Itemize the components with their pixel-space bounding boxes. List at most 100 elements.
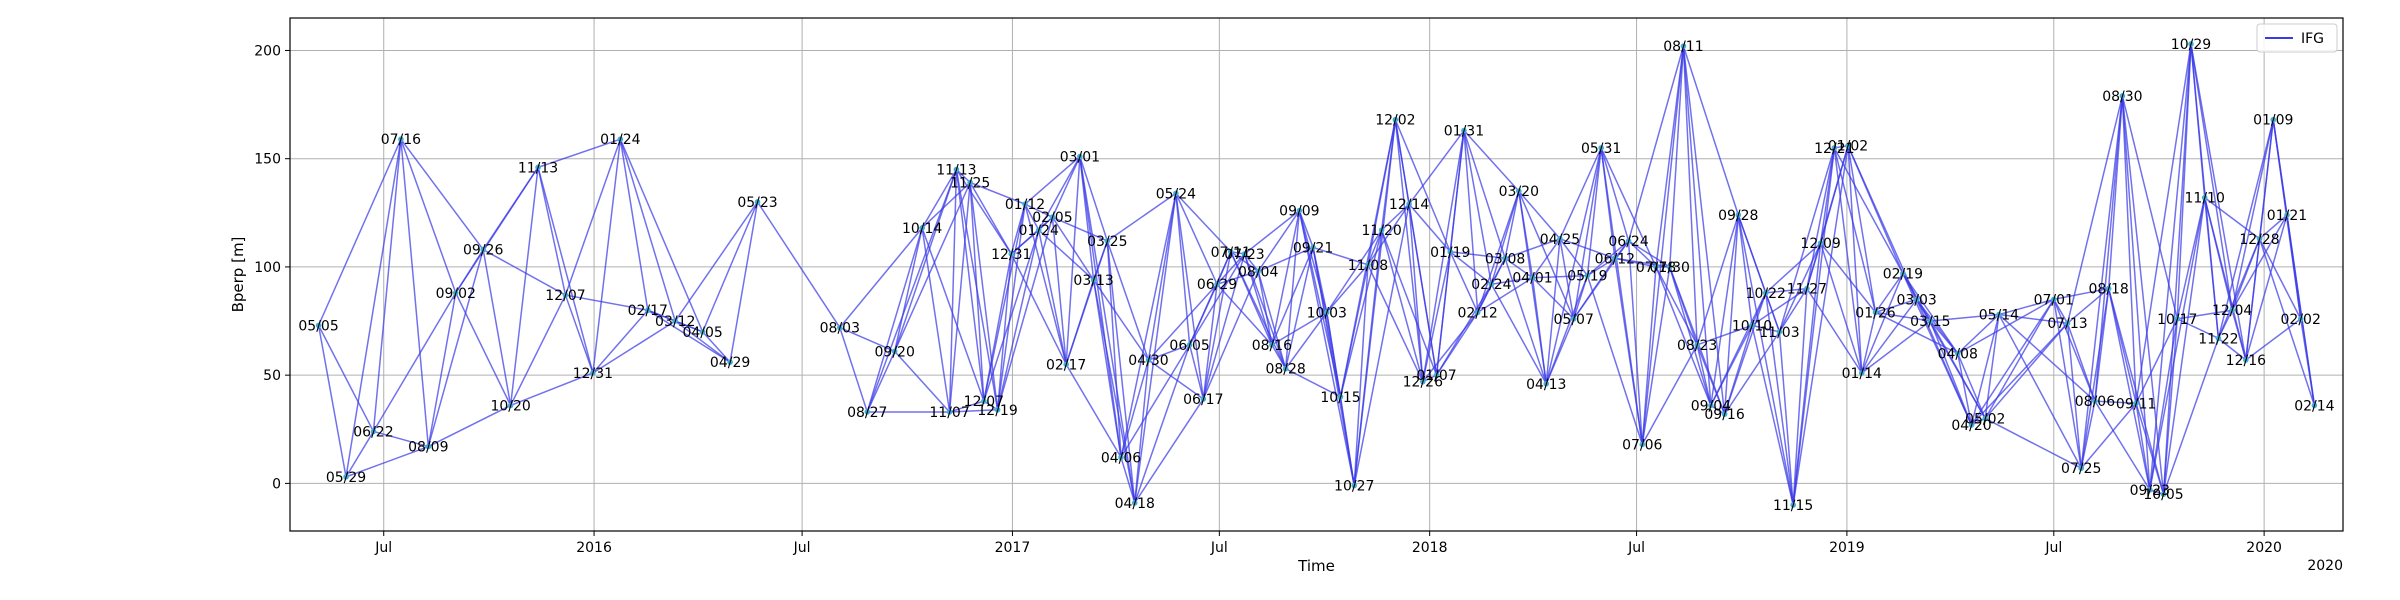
- ifg-edge: [1998, 313, 2096, 402]
- ifg-edge: [1682, 46, 1712, 406]
- acquisition-date-label: 09/21: [1293, 240, 1333, 256]
- acquisition-date-label: 10/10: [1732, 318, 1772, 334]
- acquisition-point: [1639, 441, 1646, 448]
- acquisition-point: [2311, 402, 2318, 409]
- ifg-edge: [2176, 318, 2219, 340]
- ifg-edge: [2204, 197, 2261, 240]
- ifg-edge: [2107, 95, 2124, 289]
- ifg-edge: [2176, 197, 2206, 320]
- ifg-edge: [1408, 130, 1465, 205]
- acquisition-date-label: 01/26: [1855, 305, 1895, 321]
- ifg-edge: [1902, 272, 1959, 354]
- ifg-edge: [1120, 457, 1136, 504]
- ifg-edge: [1422, 130, 1465, 382]
- acquisition-date-label: 01/09: [2253, 113, 2293, 129]
- ifg-edge: [921, 169, 958, 229]
- acquisition-date-label: 03/20: [1499, 184, 1539, 200]
- acquisition-date-label: 05/02: [1965, 411, 2005, 427]
- ifg-edge: [345, 445, 429, 478]
- ifg-edge: [1175, 193, 1205, 400]
- ifg-edge: [1668, 266, 1712, 406]
- acquisition-point: [1543, 381, 1550, 387]
- ifg-edge: [1010, 253, 1067, 365]
- acquisition-point: [2092, 398, 2098, 404]
- ifg-edge: [1751, 287, 1808, 326]
- acquisition-date-label: 07/23: [1224, 247, 1264, 263]
- acquisition-point: [1625, 238, 1632, 244]
- acquisition-point: [1584, 272, 1591, 279]
- acquisition-date-label: 12/31: [991, 247, 1031, 263]
- acquisition-point: [1996, 311, 2002, 318]
- acquisition-point: [1598, 145, 1604, 151]
- ifg-edge: [1641, 266, 1671, 445]
- acquisition-point: [1872, 309, 1879, 316]
- acquisition-point: [1118, 454, 1124, 461]
- ifg-edge: [1696, 344, 1726, 415]
- ifg-edge: [647, 309, 731, 363]
- acquisition-date-label: 01/21: [2267, 208, 2307, 224]
- acquisition-point: [1845, 142, 1851, 149]
- ifg-edge: [565, 294, 648, 311]
- ifg-edge: [839, 227, 923, 329]
- acquisition-date-label: 11/25: [950, 176, 990, 192]
- acquisition-point: [452, 290, 459, 296]
- ifg-edge: [1861, 273, 1904, 374]
- acquisition-date-label: 08/11: [1663, 39, 1703, 55]
- ifg-edge: [1545, 238, 1561, 384]
- ifg-edge: [2162, 43, 2192, 495]
- ifg-edge: [1175, 192, 1232, 253]
- ifg-edge: [1216, 283, 1273, 346]
- ifg-edge: [1285, 367, 1341, 398]
- acquisition-date-label: 06/05: [1169, 338, 1209, 354]
- ifg-edge: [1504, 257, 1533, 279]
- acquisition-point: [2105, 285, 2112, 292]
- acquisition-date-label: 06/22: [353, 424, 393, 440]
- ifg-edge: [1572, 147, 1602, 319]
- ifg-edge: [2080, 95, 2124, 469]
- acquisition-date-label: 04/30: [1128, 353, 1168, 369]
- ifg-edge: [1408, 204, 1438, 376]
- acquisition-date-label: 07/01: [2034, 292, 2074, 308]
- acquisition-date-label: 04/18: [1115, 496, 1155, 512]
- acquisition-date-label: 09/04: [1691, 398, 1731, 414]
- acquisition-point: [1502, 255, 1508, 262]
- ifg-edge: [1490, 283, 1547, 385]
- ifg-edge: [1600, 147, 1630, 242]
- ifg-edge: [2121, 95, 2178, 320]
- ifg-edge: [1271, 344, 1287, 370]
- ifg-edge: [427, 404, 511, 448]
- ifg-edge: [1367, 203, 1410, 266]
- acquisition-date-label: 02/14: [2294, 398, 2334, 414]
- ifg-edge: [372, 292, 457, 432]
- acquisition-point: [1570, 316, 1577, 322]
- ifg-edge: [2094, 400, 2151, 491]
- ifg-edge: [1394, 119, 1424, 382]
- ifg-edge: [2121, 95, 2151, 490]
- acquisition-date-label: 10/27: [1334, 479, 1374, 495]
- ifg-edge: [1751, 325, 1794, 506]
- ifg-edge: [1065, 156, 1081, 365]
- acquisition-point: [953, 166, 960, 173]
- x-tick-label: 2016: [576, 540, 612, 556]
- ifg-edge: [1957, 353, 1986, 419]
- ifg-edge: [1147, 193, 1177, 361]
- ifg-edge: [2121, 95, 2165, 495]
- acquisition-date-label: 01/12: [1005, 197, 1045, 213]
- acquisition-date-label: 11/13: [936, 163, 976, 179]
- acquisition-point: [981, 398, 987, 404]
- ifg-edge: [1627, 45, 1685, 242]
- ifg-edge: [1792, 145, 1849, 506]
- ifg-edge: [509, 294, 567, 406]
- acquisition-date-label: 02/19: [1883, 266, 1923, 282]
- acquisition-date-label: 04/08: [1938, 347, 1978, 363]
- acquisition-date-label: 07/06: [1622, 437, 1662, 453]
- acquisition-date-label: 01/07: [1416, 368, 1456, 384]
- acquisition-date-label: 09/11: [2116, 396, 2156, 412]
- acquisition-point: [1406, 201, 1412, 207]
- ifg-edge: [1682, 46, 1698, 345]
- acquisition-date-label: 08/27: [847, 405, 887, 421]
- acquisition-point: [1666, 264, 1673, 270]
- acquisition-point: [1557, 235, 1563, 242]
- ifg-edge: [1833, 147, 1877, 313]
- acquisition-date-label: 05/31: [1581, 141, 1621, 157]
